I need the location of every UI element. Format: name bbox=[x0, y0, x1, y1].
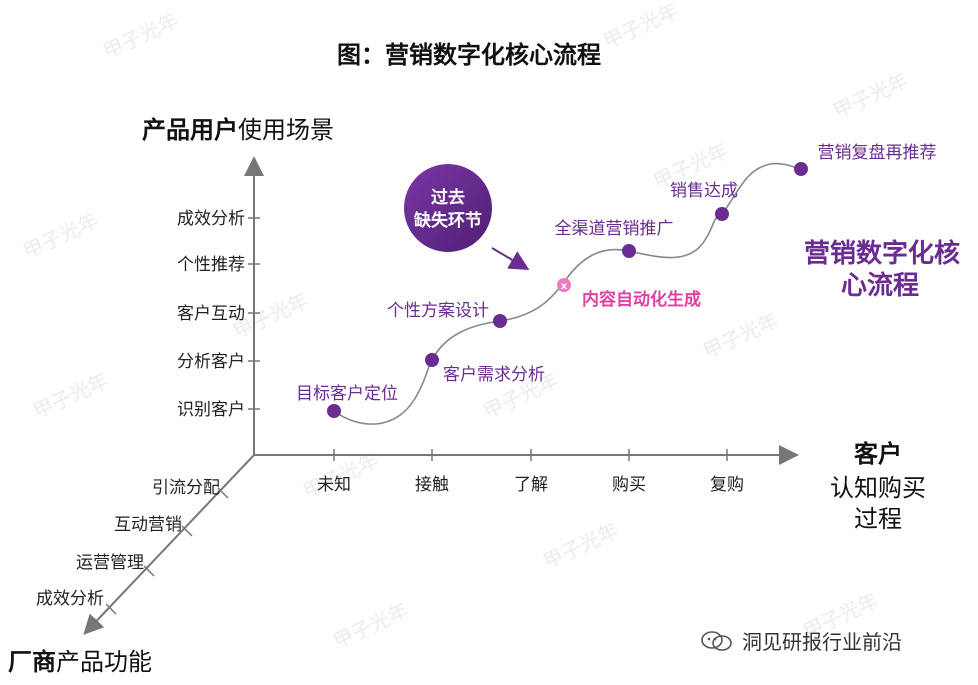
footer-text: 洞见研报行业前沿 bbox=[742, 630, 902, 654]
x-tick-label: 了解 bbox=[514, 475, 548, 495]
z-axis-line bbox=[83, 454, 255, 635]
x-ticks bbox=[333, 449, 728, 461]
missing-marker-icon: x bbox=[561, 281, 568, 292]
x-tick-label: 复购 bbox=[710, 475, 744, 495]
curve-label: 客户需求分析 bbox=[443, 365, 545, 385]
curve-point-content-generation bbox=[557, 278, 571, 292]
y-axis-title: 产品用户使用场景 bbox=[142, 116, 334, 144]
x-tick-label: 未知 bbox=[317, 475, 351, 495]
x-axis-title-line2: 认知购买 bbox=[830, 474, 926, 502]
curve-point-needs-analysis bbox=[425, 353, 439, 367]
curve-point-sales bbox=[715, 207, 729, 221]
y-tick-label: 分析客户 bbox=[177, 352, 245, 372]
flow-curve bbox=[333, 162, 802, 425]
z-axis-title-normal: 产品功能 bbox=[56, 648, 152, 676]
x-axis-title-line3: 过程 bbox=[854, 505, 902, 533]
z-tick-label: 运营管理 bbox=[76, 553, 144, 573]
z-axis-title-bold: 厂商 bbox=[8, 648, 56, 676]
core-process-label-line1: 营销数字化核 bbox=[804, 238, 960, 269]
wechat-icon bbox=[701, 630, 732, 651]
z-tick-label: 互动营销 bbox=[114, 515, 182, 535]
page-title: 图：营销数字化核心流程 bbox=[337, 41, 601, 69]
z-tick-label: 引流分配 bbox=[152, 478, 220, 498]
x-axis-title-line1: 客户 bbox=[854, 440, 902, 468]
y-tick-label: 成效分析 bbox=[177, 209, 245, 229]
badge-line2: 缺失环节 bbox=[414, 210, 482, 231]
curve-label: 销售达成 bbox=[670, 181, 738, 201]
curve-point-omnichannel bbox=[622, 244, 636, 258]
x-tick-label: 购买 bbox=[612, 475, 646, 495]
badge-line1: 过去 bbox=[431, 187, 465, 208]
badge-arrow bbox=[491, 247, 530, 271]
y-ticks bbox=[248, 217, 260, 410]
z-tick-label: 成效分析 bbox=[36, 589, 104, 609]
x-tick-label: 接触 bbox=[415, 475, 449, 495]
curve-label: 目标客户定位 bbox=[296, 384, 398, 404]
core-process-label-line2: 心流程 bbox=[841, 271, 919, 301]
z-ticks bbox=[105, 487, 229, 615]
curve-label: 内容自动化生成 bbox=[582, 289, 701, 310]
y-axis-title-normal: 使用场景 bbox=[238, 116, 334, 144]
y-tick-label: 识别客户 bbox=[177, 400, 245, 420]
curve-point-review bbox=[794, 162, 808, 176]
curve-label: 营销复盘再推荐 bbox=[818, 143, 937, 163]
z-axis-title: 厂商产品功能 bbox=[8, 648, 152, 676]
curve-label: 个性方案设计 bbox=[387, 301, 489, 321]
curve-point-target-positioning bbox=[327, 404, 341, 418]
y-axis-title-bold: 产品用户 bbox=[142, 116, 238, 144]
y-tick-label: 个性推荐 bbox=[177, 255, 245, 275]
footer-source: 洞见研报行业前沿 bbox=[700, 626, 902, 655]
curve-label: 全渠道营销推广 bbox=[555, 219, 674, 239]
curve-point-personal-plan bbox=[493, 314, 507, 328]
missing-link-badge: 过去 缺失环节 bbox=[404, 164, 492, 252]
y-tick-label: 客户互动 bbox=[177, 304, 245, 324]
